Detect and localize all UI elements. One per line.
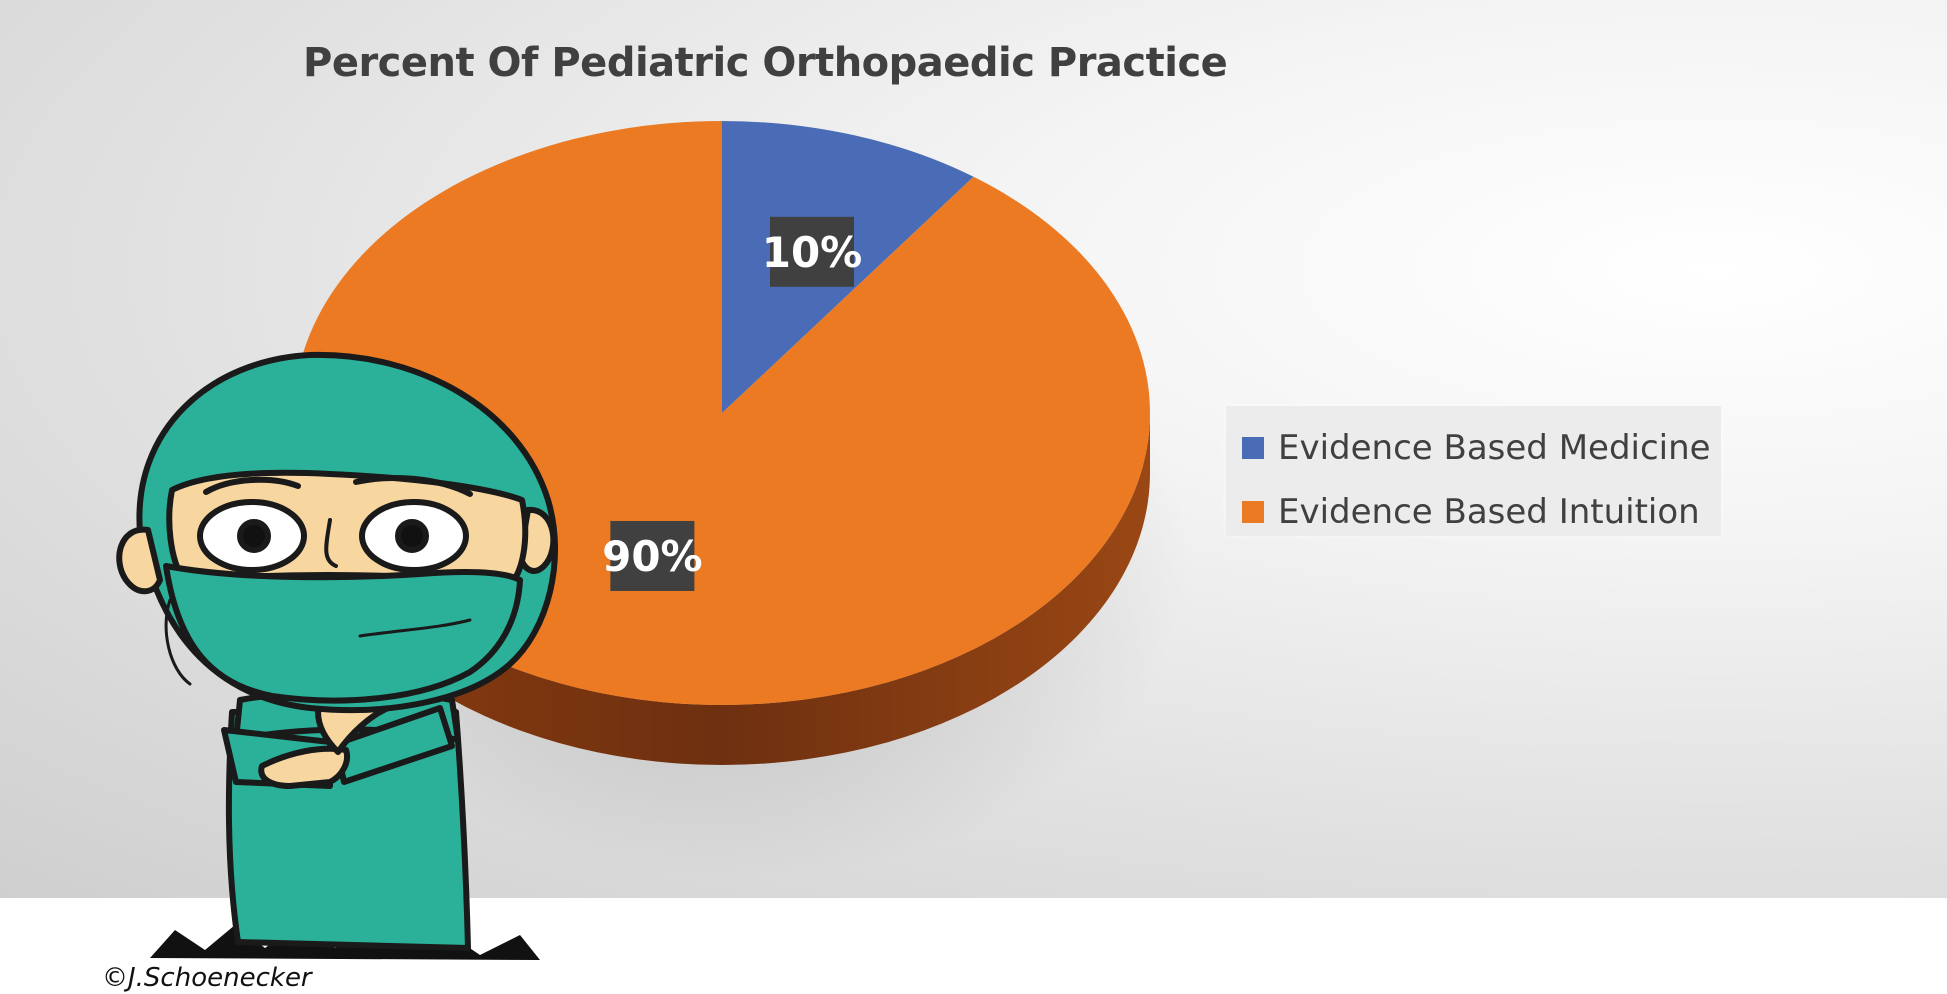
legend-item-medicine: Evidence Based Medicine <box>1242 428 1711 468</box>
pie-side-wall <box>294 413 1150 765</box>
surgeon-hand-lower <box>258 745 350 789</box>
surgeon-illustration <box>116 351 558 960</box>
surgeon-brow-left <box>203 476 301 495</box>
data-label-medicine: 10% <box>762 216 863 287</box>
chart-title: Percent Of Pediatric Orthopaedic Practic… <box>303 40 1228 86</box>
data-label-text: 10% <box>762 228 863 277</box>
surgeon-mask <box>163 563 523 704</box>
copyright-credit: ©J.Schoenecker <box>102 963 312 993</box>
data-label-text: 90% <box>602 532 703 581</box>
legend-item-intuition: Evidence Based Intuition <box>1242 492 1700 532</box>
surgeon-pupil-left <box>237 519 271 553</box>
data-label-box <box>610 520 695 591</box>
data-label-box <box>770 216 855 287</box>
legend-swatch-intuition <box>1242 501 1264 523</box>
legend-swatch-medicine <box>1242 437 1264 459</box>
data-label-intuition: 90% <box>602 520 703 591</box>
legend-label-intuition: Evidence Based Intuition <box>1278 492 1700 532</box>
surgeon-brow-right <box>353 475 473 497</box>
surgeon-mask-fold <box>358 618 472 638</box>
surgeon-nose <box>324 518 338 568</box>
pie-data-labels: 10% 90% <box>602 216 863 591</box>
surgeon-mask-string <box>164 598 192 686</box>
chart-legend: Evidence Based Medicine Evidence Based I… <box>1226 406 1721 536</box>
surgeon-pupil-right <box>395 519 429 553</box>
pie-3d-side <box>294 413 1150 765</box>
legend-label-medicine: Evidence Based Medicine <box>1278 428 1711 468</box>
surgeon-left-ear <box>116 526 163 595</box>
